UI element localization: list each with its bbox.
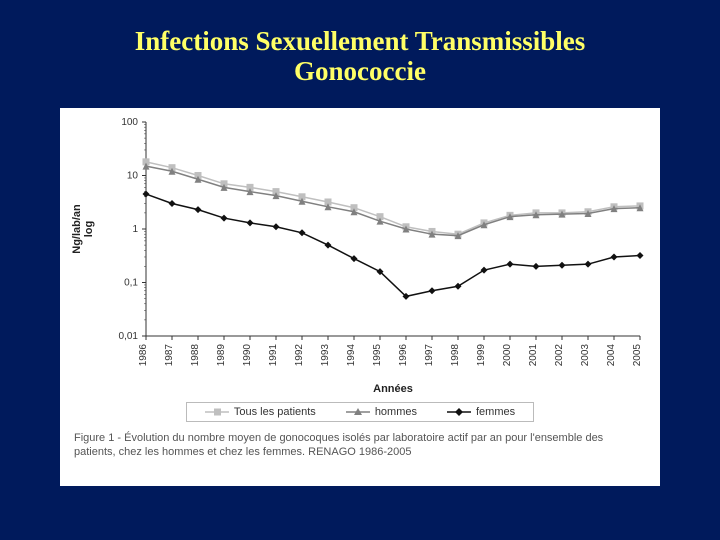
svg-text:1996: 1996 xyxy=(398,344,409,367)
svg-text:1988: 1988 xyxy=(190,344,201,367)
slide: Infections Sexuellement Transmissibles G… xyxy=(0,0,720,540)
legend: Tous les patients hommes femmes xyxy=(186,402,534,422)
svg-text:1993: 1993 xyxy=(320,344,331,367)
figure-caption: Figure 1 - Évolution du nombre moyen de … xyxy=(60,422,660,460)
svg-text:1992: 1992 xyxy=(294,344,305,367)
svg-text:100: 100 xyxy=(121,117,138,128)
svg-text:1989: 1989 xyxy=(216,344,227,367)
svg-text:2000: 2000 xyxy=(502,344,513,367)
svg-text:0,1: 0,1 xyxy=(124,278,138,289)
svg-text:2005: 2005 xyxy=(632,344,643,367)
svg-text:1994: 1994 xyxy=(346,344,357,367)
svg-text:Années: Années xyxy=(373,383,413,395)
legend-label: hommes xyxy=(375,406,417,418)
svg-text:1: 1 xyxy=(132,224,138,235)
legend-label: Tous les patients xyxy=(234,406,316,418)
square-marker-icon xyxy=(205,407,229,417)
svg-text:2002: 2002 xyxy=(554,344,565,367)
title-line-2: Gonococcie xyxy=(294,56,426,86)
svg-text:log: log xyxy=(83,221,95,238)
svg-text:1990: 1990 xyxy=(242,344,253,367)
svg-text:1997: 1997 xyxy=(424,344,435,367)
svg-text:1991: 1991 xyxy=(268,344,279,367)
svg-text:2003: 2003 xyxy=(580,344,591,367)
svg-text:2004: 2004 xyxy=(606,344,617,367)
title-line-1: Infections Sexuellement Transmissibles xyxy=(135,26,586,56)
legend-item-femmes: femmes xyxy=(447,406,515,418)
legend-item-all: Tous les patients xyxy=(205,406,316,418)
svg-text:Ng/lab/an: Ng/lab/an xyxy=(71,204,83,254)
svg-text:2001: 2001 xyxy=(528,344,539,367)
line-chart: 0,01 0,1 1 10 100 1986 1987 1988 1989 1990 1991 199… xyxy=(60,108,660,398)
slide-title: Infections Sexuellement Transmissibles G… xyxy=(0,0,720,86)
chart-card: 0,01 0,1 1 10 100 1986 1987 1988 1989 1990 1991 199… xyxy=(60,108,660,486)
legend-label: femmes xyxy=(476,406,515,418)
svg-text:1987: 1987 xyxy=(164,344,175,367)
svg-text:1995: 1995 xyxy=(372,344,383,367)
legend-item-hommes: hommes xyxy=(346,406,417,418)
triangle-marker-icon xyxy=(346,407,370,417)
svg-text:10: 10 xyxy=(127,171,139,182)
diamond-marker-icon xyxy=(447,407,471,417)
svg-text:1986: 1986 xyxy=(138,344,149,367)
svg-text:0,01: 0,01 xyxy=(119,331,139,342)
svg-text:1998: 1998 xyxy=(450,344,461,367)
svg-text:1999: 1999 xyxy=(476,344,487,367)
